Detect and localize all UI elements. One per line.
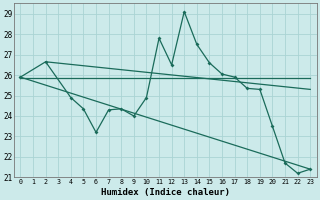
X-axis label: Humidex (Indice chaleur): Humidex (Indice chaleur) bbox=[101, 188, 230, 197]
